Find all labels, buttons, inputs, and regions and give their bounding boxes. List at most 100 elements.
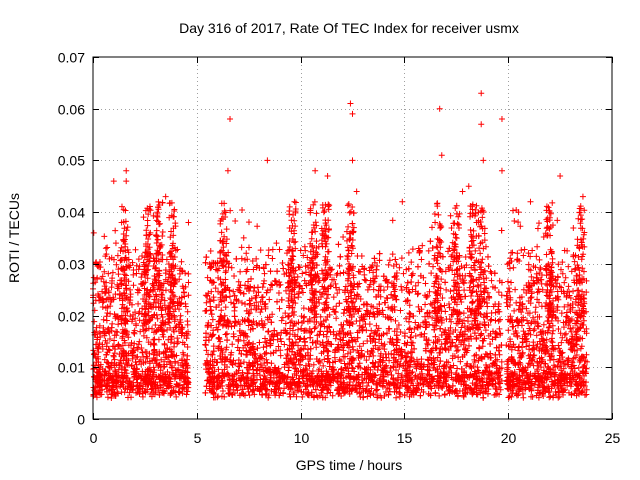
data-point [382, 351, 389, 358]
data-point [344, 361, 351, 368]
data-point [233, 297, 240, 304]
data-point [203, 366, 210, 373]
data-point [579, 321, 586, 328]
data-point [274, 268, 281, 275]
data-point [244, 333, 251, 340]
data-point [299, 319, 306, 326]
data-point [268, 319, 275, 326]
data-point [396, 384, 403, 391]
data-point [131, 340, 138, 347]
data-point [108, 284, 115, 291]
data-point [579, 335, 586, 342]
data-point [113, 383, 120, 390]
data-point [390, 280, 397, 287]
data-point [510, 264, 517, 271]
data-point [244, 341, 251, 348]
data-point [140, 326, 147, 333]
data-point [299, 289, 306, 296]
data-point [441, 302, 448, 309]
data-point [538, 303, 545, 310]
data-point [244, 256, 251, 263]
data-point [380, 287, 387, 294]
data-point [129, 301, 136, 308]
data-point [122, 367, 129, 374]
data-point [233, 255, 240, 262]
data-point [96, 258, 103, 265]
data-point [398, 255, 405, 262]
data-point [427, 238, 434, 245]
data-point [266, 381, 273, 388]
data-point [127, 381, 134, 388]
data-point [271, 388, 278, 395]
data-point [514, 256, 521, 263]
data-point [361, 316, 368, 323]
data-point [268, 281, 275, 288]
data-point [393, 346, 400, 353]
data-point [210, 348, 217, 355]
data-point [278, 338, 285, 345]
data-point [370, 310, 377, 317]
data-point [232, 360, 239, 367]
data-point [276, 380, 283, 387]
data-point [226, 390, 233, 397]
data-point [498, 358, 505, 365]
data-point [118, 345, 125, 352]
data-point [439, 385, 446, 392]
data-point [463, 384, 470, 391]
data-point [204, 359, 211, 366]
data-point [446, 369, 453, 376]
data-point [318, 368, 325, 375]
data-point [125, 249, 132, 256]
data-point [415, 245, 422, 252]
data-point [231, 292, 238, 299]
data-point [429, 245, 436, 252]
data-point [380, 331, 387, 338]
data-point [487, 317, 494, 324]
data-point [415, 382, 422, 389]
data-point [483, 275, 490, 282]
data-point [525, 330, 532, 337]
data-point [524, 364, 531, 371]
data-point [113, 261, 120, 268]
data-point [261, 360, 268, 367]
data-point [567, 295, 574, 302]
data-point [491, 360, 498, 367]
data-point [342, 364, 349, 371]
data-point [231, 322, 238, 329]
data-point [127, 313, 134, 320]
data-point [146, 375, 153, 382]
data-point [428, 270, 435, 277]
data-point [318, 377, 325, 384]
data-point [285, 367, 292, 374]
data-point [568, 328, 575, 335]
data-point [221, 354, 228, 361]
data-point [303, 372, 310, 379]
data-point [371, 311, 378, 318]
data-point [479, 343, 486, 350]
data-point [406, 376, 413, 383]
data-point [328, 282, 335, 289]
data-point [374, 305, 381, 312]
data-point [518, 322, 525, 329]
data-point [281, 341, 288, 348]
data-point [557, 266, 564, 273]
data-point [94, 345, 101, 352]
data-point [295, 387, 302, 394]
data-point [232, 217, 239, 224]
data-point [368, 347, 375, 354]
data-point [309, 339, 316, 346]
data-point [247, 326, 254, 333]
data-point [349, 343, 356, 350]
data-point [213, 304, 220, 311]
data-point [343, 384, 350, 391]
data-point [139, 280, 146, 287]
data-point [148, 393, 155, 400]
data-point [223, 344, 230, 351]
data-point [176, 389, 183, 396]
data-point [345, 373, 352, 380]
data-point [306, 376, 313, 383]
data-point [568, 316, 575, 323]
data-point [251, 350, 258, 357]
data-point [492, 391, 499, 398]
data-point [117, 357, 124, 364]
